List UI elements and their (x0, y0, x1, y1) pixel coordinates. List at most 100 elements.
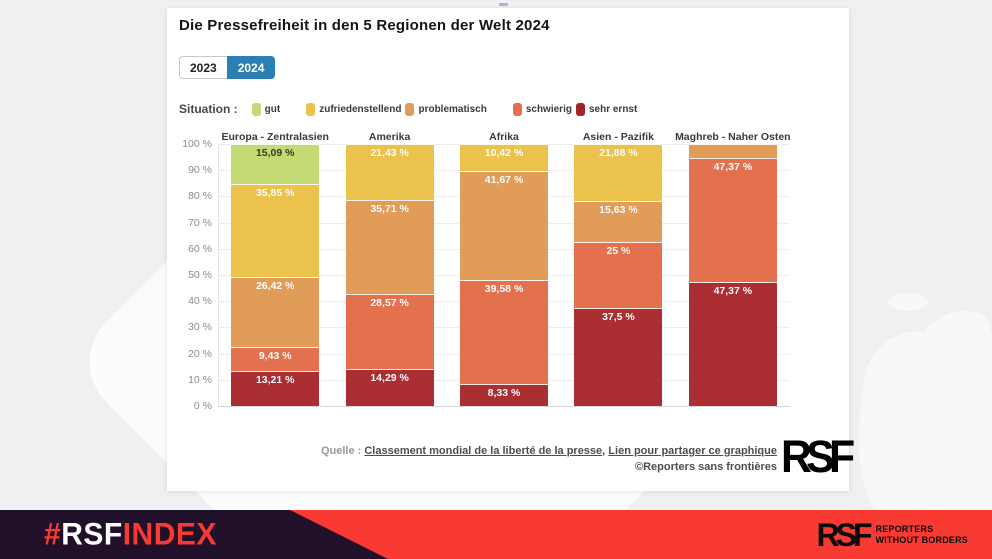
region-label: Europa - Zentralasien (221, 131, 329, 143)
bar-columns: Europa - Zentralasien 15,09 % 35,85 % 26,42… (218, 131, 791, 406)
segment-value-label: 47,37 % (713, 284, 753, 297)
bar-segment-problematisch (688, 144, 777, 158)
y-axis-tick: 60 % (188, 242, 212, 255)
legend-swatch-icon (306, 102, 316, 116)
segment-value-label: 41,67 % (484, 174, 524, 187)
bar-segment-zufriedenstellend: 21,88 % (574, 144, 663, 202)
year-tabs: 2023 2024 (179, 56, 276, 79)
plot-area: 100 % 90 % 80 % 70 % 60 % 50 % 40 % 30 % 20 % 10 … (182, 131, 791, 412)
legend-item-gut: gut (251, 102, 281, 116)
segment-value-label: 37,5 % (602, 310, 635, 323)
legend-item-label: gut (264, 103, 281, 115)
bar-segment-sehr-ernst: 8,33 % (460, 384, 549, 406)
rsf-index-banner: #RSFINDEX RSF REPORTERS WITHOUT BORDERS (0, 510, 992, 559)
stacked-bar: 21,43 % 35,71 % 28,57 % 14,29 % (345, 144, 434, 406)
segment-value-label: 47,37 % (713, 160, 753, 173)
stacked-bar: 21,88 % 15,63 % 25 % 37,5 % (574, 144, 663, 406)
bar-segment-problematisch: 15,63 % (574, 201, 663, 243)
y-axis-tick: 70 % (188, 216, 212, 229)
y-axis-tick: 20 % (188, 347, 212, 360)
stacked-bar: 47,37 % 47,37 % (688, 144, 777, 406)
tab-2023[interactable]: 2023 (179, 56, 227, 79)
rsf-logo-wordmark: REPORTERS WITHOUT BORDERS (875, 523, 968, 545)
segment-value-label: 39,58 % (484, 283, 524, 296)
chart-card: Die Pressefreiheit in den 5 Regionen der… (167, 8, 855, 491)
y-axis-tick: 30 % (188, 321, 212, 334)
segment-value-label: 25 % (606, 245, 631, 258)
y-axis-tick: 90 % (188, 164, 212, 177)
tab-2024[interactable]: 2024 (226, 56, 276, 79)
y-axis-tick: 100 % (182, 138, 212, 150)
segment-value-label: 13,21 % (255, 374, 295, 387)
bar-column-5: Maghreb - Naher Osten 47,37 % 47,37 % (675, 131, 791, 406)
legend-title: Situation : (179, 102, 238, 116)
gridline (218, 406, 790, 407)
bar-segment-zufriedenstellend: 21,43 % (345, 144, 434, 201)
rsf-logo-glyph: RSF (816, 516, 873, 553)
region-label: Asien - Pazifik (582, 131, 655, 143)
bar-column-1: Europa - Zentralasien 15,09 % 35,85 % 26,42… (218, 131, 332, 406)
world-map-decoration (859, 293, 992, 540)
legend-item-zufriedenstellend: zufriedenstellend (306, 102, 402, 116)
legend-swatch-icon (575, 102, 585, 116)
segment-value-label: 8,33 % (487, 387, 521, 400)
stacked-bar: 15,09 % 35,85 % 26,42 % 9,43 % 13,21 % (231, 144, 320, 406)
legend-item-schwierig: schwierig (512, 102, 572, 116)
source-label: Quelle : (320, 445, 362, 457)
legend-item-label: schwierig (525, 103, 572, 115)
segment-value-label: 9,43 % (258, 349, 292, 362)
bar-segment-schwierig: 9,43 % (231, 346, 320, 372)
scrollbar-artifact (499, 3, 508, 6)
segment-value-label: 10,42 % (484, 147, 524, 159)
bar-column-4: Asien - Pazifik 21,88 % 15,63 % 25 % 37,5 % (561, 131, 675, 406)
bar-segment-problematisch: 26,42 % (231, 277, 320, 347)
segment-value-label: 21,88 % (599, 147, 638, 159)
legend-swatch-icon (512, 102, 522, 116)
bar-column-3: Afrika 10,42 % 41,67 % 39,58 % 8,33 % (447, 131, 561, 406)
bar-segment-schwierig: 28,57 % (345, 293, 434, 369)
bar-segment-schwierig: 25 % (574, 242, 663, 308)
y-axis-tick: 10 % (188, 373, 212, 386)
legend-item-label: problematisch (418, 103, 487, 115)
y-axis-tick: 80 % (188, 190, 212, 203)
segment-value-label: 35,71 % (370, 203, 409, 216)
stacked-bar: 10,42 % 41,67 % 39,58 % 8,33 % (460, 144, 549, 406)
hashtag-rsfindex: #RSFINDEX (44, 516, 217, 552)
segment-value-label: 21,43 % (370, 147, 409, 159)
region-label: Maghreb - Naher Osten (675, 131, 791, 143)
segment-value-label: 15,63 % (599, 204, 638, 217)
bar-segment-sehr-ernst: 14,29 % (345, 368, 434, 406)
source-line: Quelle : Classement mondial de la libert… (321, 445, 777, 457)
bar-segment-gut: 15,09 % (231, 144, 320, 184)
legend-items: gut zufriedenstellend problematisch schwier… (240, 102, 638, 116)
situation-legend: Situation : gut zufriedenstellend problema… (179, 102, 637, 116)
bar-segment-schwierig: 47,37 % (688, 157, 777, 282)
y-axis-tick: 50 % (188, 269, 212, 281)
share-graphic-link[interactable]: Lien pour partager ce graphique (608, 445, 777, 457)
segment-value-label: 14,29 % (370, 371, 409, 384)
y-axis-tick: 0 % (193, 400, 212, 412)
chart-title: Die Pressefreiheit in den 5 Regionen der… (179, 17, 550, 34)
segment-value-label: 28,57 % (370, 296, 409, 309)
rsf-logo-banner: RSF REPORTERS WITHOUT BORDERS (817, 519, 969, 551)
legend-item-problematisch: problematisch (405, 102, 487, 116)
legend-item-label: sehr ernst (588, 103, 638, 115)
legend-item-label: zufriedenstellend (319, 103, 402, 115)
y-axis-tick: 40 % (188, 295, 212, 308)
press-freedom-ranking-link[interactable]: Classement mondial de la liberté de la p… (364, 445, 603, 457)
segment-value-label: 35,85 % (255, 186, 295, 199)
link-separator: , (602, 445, 609, 457)
rsf-logo-footer: RSF (781, 431, 855, 482)
bar-segment-zufriedenstellend: 10,42 % (460, 144, 549, 172)
bar-segment-problematisch: 35,71 % (345, 200, 434, 294)
region-label: Afrika (489, 131, 519, 143)
bar-segment-sehr-ernst: 47,37 % (688, 281, 777, 406)
legend-item-sehr-ernst: sehr ernst (575, 102, 638, 116)
copyright-text: ©Reporters sans frontières (635, 461, 777, 473)
bar-segment-problematisch: 41,67 % (460, 171, 549, 281)
segment-value-label: 26,42 % (255, 280, 295, 293)
bar-segment-sehr-ernst: 13,21 % (231, 371, 320, 406)
bar-segment-schwierig: 39,58 % (460, 280, 549, 385)
region-label: Amerika (368, 131, 411, 143)
